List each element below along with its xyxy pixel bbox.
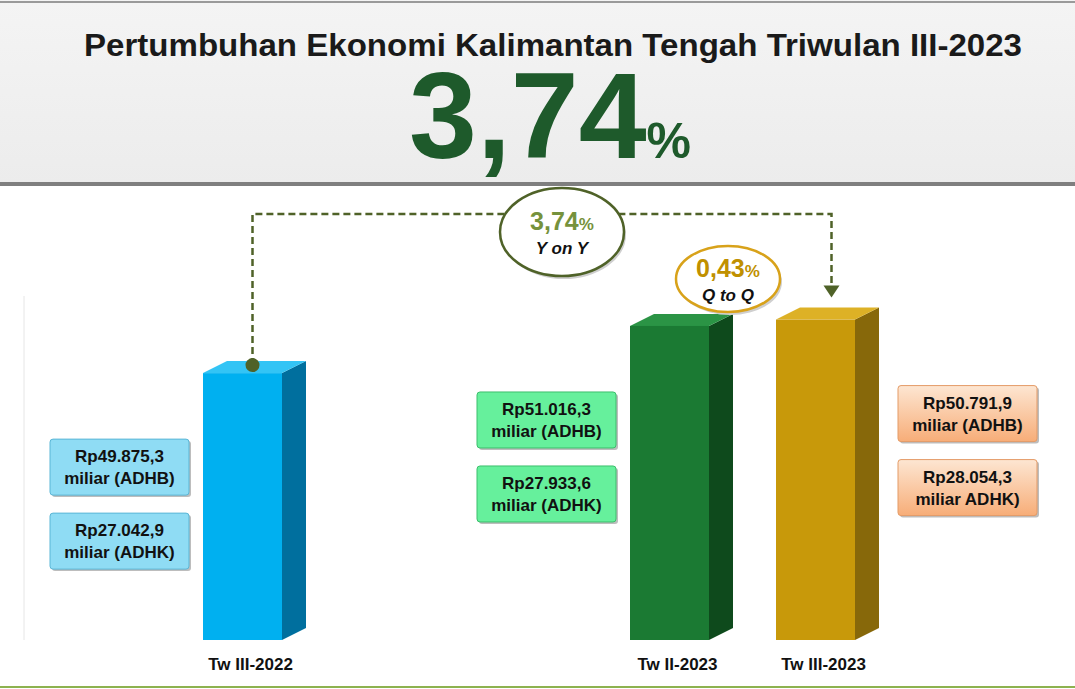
data-label: Rp50.791,9 miliar (ADHB) (912, 394, 1023, 435)
adhb-box (50, 439, 189, 495)
bar-side (709, 314, 733, 640)
bars (203, 308, 879, 640)
annotation-value: 3,74% (530, 207, 594, 235)
annotation-ellipse (676, 246, 780, 312)
header-band (0, 0, 1075, 184)
label-line: miliar (ADHB) (491, 422, 602, 441)
annotation-text: Y on Y (536, 239, 590, 258)
label-line: miliar (ADHB) (912, 416, 1023, 435)
data-label: Rp27.042,9 miliar (ADHK) (64, 521, 175, 562)
data-label: Rp27.933,6 miliar (ADHK) (491, 474, 602, 515)
label-line: miliar (ADHK) (491, 496, 602, 515)
label-line: miliar (ADHB) (64, 469, 175, 488)
bar-top (776, 308, 879, 320)
annotation-value: 0,43% (696, 254, 760, 282)
adhk-box (477, 466, 616, 522)
unit-part: % (646, 113, 690, 169)
value-axis (24, 296, 25, 640)
number-part: 0,43 (696, 254, 745, 282)
adhk-box (50, 513, 189, 569)
category-label: Tw III-2023 (781, 655, 866, 674)
bar (776, 320, 855, 640)
number-part: 3,74 (530, 207, 579, 235)
unit-part: % (579, 215, 594, 234)
chart-root: Pertumbuhan Ekonomi Kalimantan Tengah Tr… (0, 0, 1075, 689)
connector-arrow (824, 286, 840, 298)
label-line: miliar (ADHK) (64, 543, 175, 562)
header-top-line (0, 1, 1075, 3)
connector-dot (246, 358, 260, 372)
data-label: Rp49.875,3 miliar (ADHB) (64, 447, 175, 488)
bar-side (282, 361, 306, 640)
adhb-box (477, 392, 616, 448)
footer-line (0, 686, 1075, 688)
label-line: Rp51.016,3 (502, 400, 591, 419)
label-line: Rp27.933,6 (502, 474, 591, 493)
bar-top (630, 314, 733, 326)
adhk-box (898, 460, 1037, 516)
label-line: miliar ADHK) (915, 490, 1019, 509)
data-label: Rp28.054,3 miliar ADHK) (915, 468, 1019, 509)
data-label: Rp51.016,3 miliar (ADHB) (491, 400, 602, 441)
bar-side (855, 308, 879, 640)
category-label: Tw III-2022 (208, 655, 293, 674)
label-line: Rp49.875,3 (75, 447, 164, 466)
number-part: 3,74 (409, 48, 647, 184)
bar (630, 326, 709, 640)
bar (203, 373, 282, 640)
adhb-box (898, 386, 1037, 442)
label-line: Rp27.042,9 (75, 521, 164, 540)
annotation-text: Q to Q (702, 286, 754, 305)
unit-part: % (745, 262, 760, 281)
chart: Pertumbuhan Ekonomi Kalimantan Tengah Tr… (0, 0, 1075, 689)
label-line: Rp50.791,9 (923, 394, 1012, 413)
annotation-ellipse (500, 188, 624, 276)
headline: 3,74% (409, 48, 691, 184)
category-label: Tw II-2023 (638, 655, 718, 674)
label-line: Rp28.054,3 (923, 468, 1012, 487)
